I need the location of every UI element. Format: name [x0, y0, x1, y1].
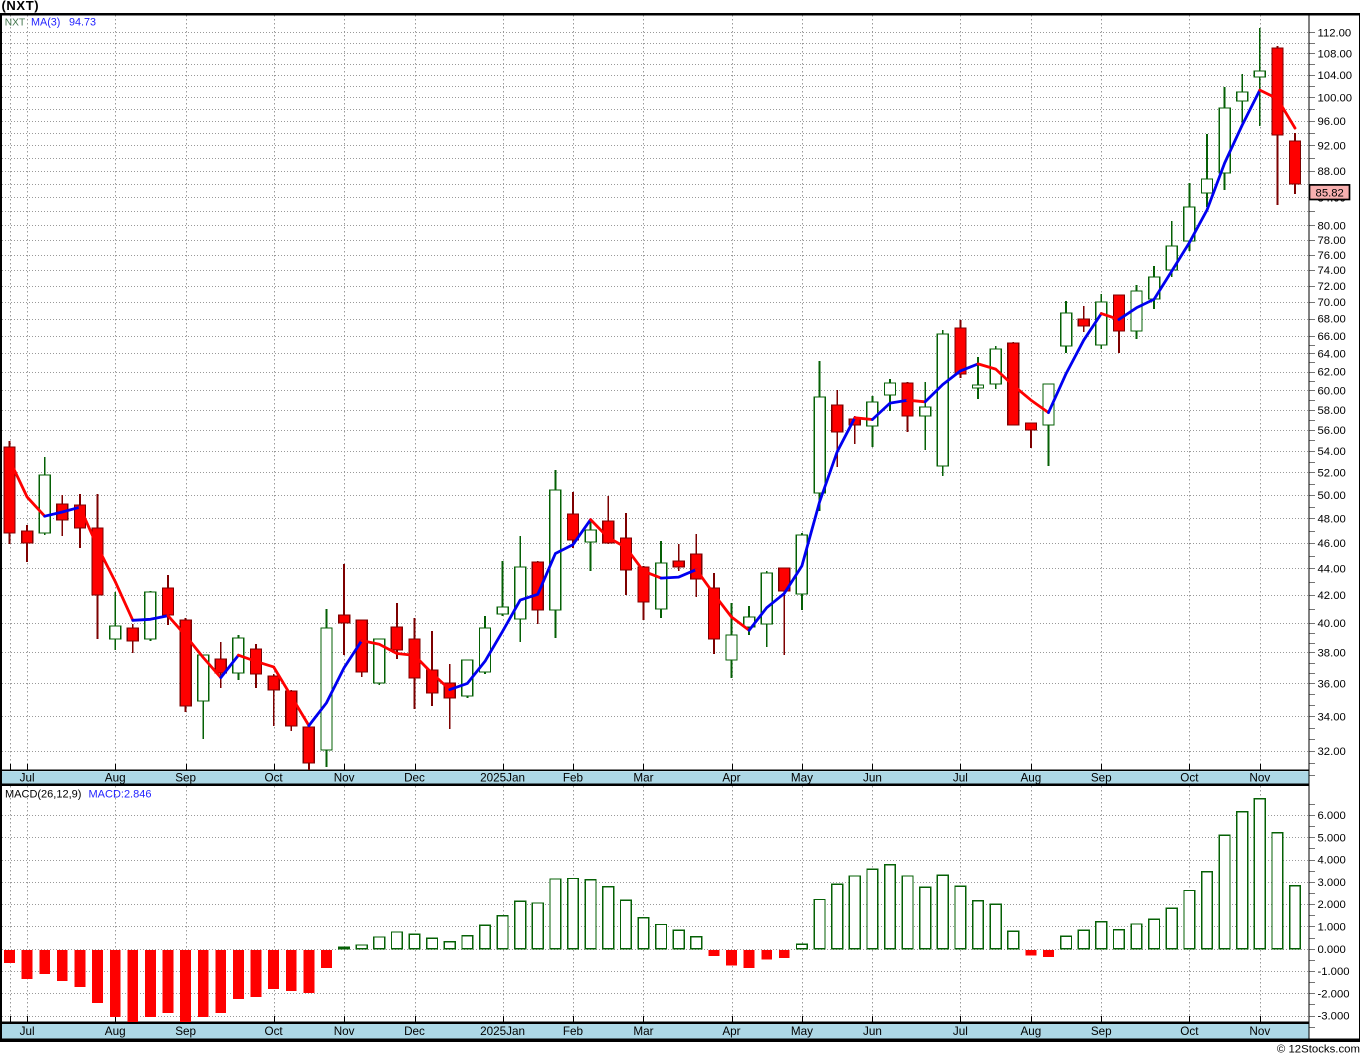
svg-text:50.00: 50.00	[1318, 490, 1346, 502]
svg-text:44.00: 44.00	[1318, 563, 1346, 575]
svg-text:Sep: Sep	[1091, 1025, 1112, 1038]
svg-text:Aug: Aug	[1021, 1025, 1042, 1038]
svg-text:70.00: 70.00	[1318, 297, 1346, 309]
svg-text:52.00: 52.00	[1318, 468, 1346, 480]
svg-text:Oct: Oct	[1180, 1025, 1199, 1038]
svg-text:4.000: 4.000	[1318, 855, 1346, 867]
svg-text:-3.000: -3.000	[1318, 1011, 1350, 1023]
svg-text:Mar: Mar	[633, 1025, 653, 1038]
svg-text:96.00: 96.00	[1318, 116, 1346, 128]
svg-text:100.00: 100.00	[1318, 93, 1353, 105]
svg-text:Sep: Sep	[175, 1025, 196, 1038]
svg-text:56.00: 56.00	[1318, 425, 1346, 437]
svg-text:74.00: 74.00	[1318, 265, 1346, 277]
svg-text:Dec: Dec	[404, 1025, 425, 1038]
svg-text:5.000: 5.000	[1318, 832, 1346, 844]
svg-text:Apr: Apr	[722, 1025, 740, 1038]
svg-text:2025Jan: 2025Jan	[480, 771, 525, 784]
svg-text:Nov: Nov	[334, 771, 355, 784]
svg-text:May: May	[791, 1025, 813, 1038]
svg-text:Jun: Jun	[863, 771, 882, 784]
svg-text:60.00: 60.00	[1318, 386, 1346, 398]
svg-text:© 12Stocks.com: © 12Stocks.com	[1277, 1043, 1360, 1055]
svg-text:72.00: 72.00	[1318, 281, 1346, 293]
svg-text:58.00: 58.00	[1318, 405, 1346, 417]
svg-text:112.00: 112.00	[1318, 28, 1352, 40]
svg-text:0.000: 0.000	[1318, 944, 1346, 956]
svg-text:Jul: Jul	[953, 771, 968, 784]
svg-text:64.00: 64.00	[1318, 349, 1346, 361]
svg-text:Nov: Nov	[1249, 1025, 1270, 1038]
svg-text:32.00: 32.00	[1318, 746, 1346, 758]
svg-text:Sep: Sep	[175, 771, 196, 784]
svg-text:54.00: 54.00	[1318, 446, 1346, 458]
svg-text:80.00: 80.00	[1318, 221, 1346, 233]
svg-text:94.73: 94.73	[69, 17, 96, 29]
svg-text:42.00: 42.00	[1318, 590, 1346, 602]
svg-text:(NXT): (NXT)	[2, 0, 40, 13]
svg-text:36.00: 36.00	[1318, 679, 1346, 691]
svg-text:Dec: Dec	[404, 771, 425, 784]
svg-text:Oct: Oct	[1180, 771, 1199, 784]
svg-text:MA(3): MA(3)	[31, 17, 60, 29]
svg-text:Feb: Feb	[563, 1025, 584, 1038]
svg-text:62.00: 62.00	[1318, 367, 1346, 379]
svg-text:104.00: 104.00	[1318, 70, 1353, 82]
svg-text:108.00: 108.00	[1318, 48, 1353, 60]
svg-text:85.82: 85.82	[1316, 187, 1344, 199]
svg-text:Nov: Nov	[1249, 771, 1270, 784]
svg-text:May: May	[791, 771, 813, 784]
svg-text:34.00: 34.00	[1318, 711, 1346, 723]
svg-text:3.000: 3.000	[1318, 877, 1346, 889]
svg-text:Aug: Aug	[1021, 771, 1042, 784]
svg-text:NXT: NXT	[5, 17, 25, 28]
svg-text:88.00: 88.00	[1318, 166, 1346, 178]
svg-text:76.00: 76.00	[1318, 250, 1346, 262]
svg-text:78.00: 78.00	[1318, 235, 1346, 247]
svg-text:Mar: Mar	[633, 771, 653, 784]
svg-text:MACD:2.846: MACD:2.846	[89, 789, 152, 801]
svg-text:Apr: Apr	[722, 771, 740, 784]
svg-text:Jul: Jul	[953, 1025, 968, 1038]
svg-text:6.000: 6.000	[1318, 810, 1346, 822]
svg-text:1.000: 1.000	[1318, 922, 1346, 934]
svg-text:48.00: 48.00	[1318, 514, 1346, 526]
svg-text:92.00: 92.00	[1318, 140, 1346, 152]
svg-text:66.00: 66.00	[1318, 331, 1346, 343]
svg-text:Sep: Sep	[1091, 771, 1112, 784]
svg-text:Aug: Aug	[105, 771, 126, 784]
svg-text:Feb: Feb	[563, 771, 584, 784]
svg-text:Jul: Jul	[20, 1025, 35, 1038]
svg-text:68.00: 68.00	[1318, 314, 1346, 326]
svg-text:MACD(26,12,9): MACD(26,12,9)	[5, 789, 81, 801]
svg-text:Jun: Jun	[863, 1025, 882, 1038]
svg-text:2025Jan: 2025Jan	[480, 1025, 525, 1038]
svg-text:Oct: Oct	[265, 1025, 284, 1038]
svg-text:-2.000: -2.000	[1318, 988, 1350, 1000]
svg-text:38.00: 38.00	[1318, 648, 1346, 660]
svg-text:Jul: Jul	[20, 771, 35, 784]
svg-text:46.00: 46.00	[1318, 538, 1346, 550]
svg-text:40.00: 40.00	[1318, 618, 1346, 630]
svg-text:Aug: Aug	[105, 1025, 126, 1038]
svg-text:Nov: Nov	[334, 1025, 355, 1038]
svg-text:-1.000: -1.000	[1318, 966, 1350, 978]
svg-text:2.000: 2.000	[1318, 899, 1346, 911]
svg-text:Oct: Oct	[265, 771, 284, 784]
